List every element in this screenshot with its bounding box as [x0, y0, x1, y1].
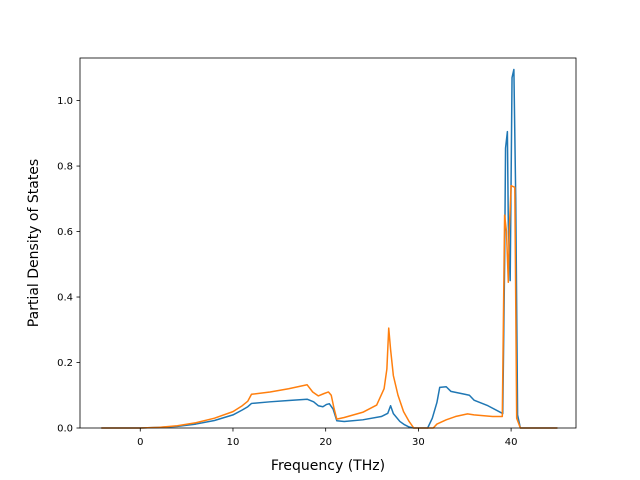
y-tick-label: 0.4: [57, 293, 73, 304]
y-tick-label: 1.0: [57, 96, 73, 107]
series-layer: [101, 68, 558, 429]
axes-frame: [79, 57, 577, 429]
x-tick-label: 20: [319, 437, 332, 448]
y-tick-label: 0.2: [57, 358, 73, 369]
x-tick-label: 30: [412, 437, 425, 448]
plot-area: [80, 58, 576, 428]
x-axis-ticks: 0 10 20 30 40: [137, 428, 517, 448]
y-axis-label: Partial Density of States: [26, 159, 42, 327]
series-line-1: [101, 68, 558, 429]
x-tick-label: 0: [137, 437, 143, 448]
series-line-2: [101, 184, 558, 429]
y-tick-label: 0.0: [57, 424, 73, 435]
y-tick-label: 0.8: [57, 162, 73, 173]
x-tick-label: 10: [227, 437, 240, 448]
x-axis-label: Frequency (THz): [271, 458, 385, 474]
y-axis-ticks: 0.0 0.2 0.4 0.6 0.8 1.0: [57, 96, 80, 435]
x-tick-label: 40: [505, 437, 518, 448]
y-tick-label: 0.6: [57, 227, 73, 238]
